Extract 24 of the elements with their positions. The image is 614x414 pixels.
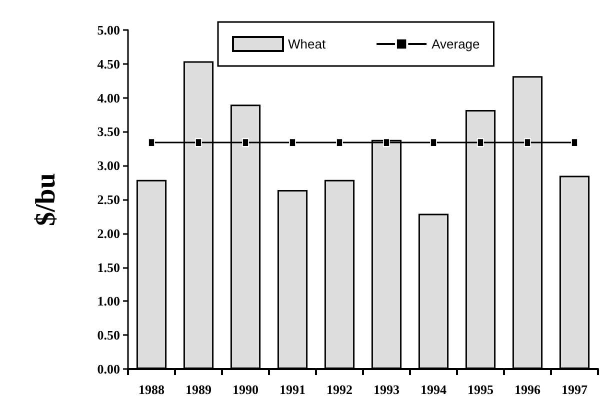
x-tick-label: 1992 xyxy=(326,382,352,397)
x-tick-label: 1991 xyxy=(280,382,306,397)
y-tick-label: 1.00 xyxy=(97,294,120,309)
y-tick-label: 0.00 xyxy=(97,362,120,376)
y-tick-label: 3.50 xyxy=(97,124,120,140)
x-tick-label: 1990 xyxy=(232,382,258,397)
x-tick-label: 1995 xyxy=(468,382,494,397)
y-tick-label: 0.50 xyxy=(97,328,120,343)
y-tick-label: 4.00 xyxy=(97,90,120,106)
y-tick-label: 3.00 xyxy=(97,158,120,174)
y-tick-label: 5.00 xyxy=(97,22,120,38)
y-axis-title: $/bu xyxy=(30,173,62,226)
x-tick-label: 1994 xyxy=(420,382,447,397)
x-tick-label: 1989 xyxy=(186,382,212,397)
x-tick-label: 1993 xyxy=(374,382,400,397)
y-tick-label: 4.50 xyxy=(97,56,120,72)
x-tick-label: 1997 xyxy=(562,382,588,397)
legend-label: Average xyxy=(432,36,480,52)
y-tick-label: 2.50 xyxy=(97,192,120,207)
y-tick-label: 1.50 xyxy=(97,260,120,275)
x-tick-label: 1996 xyxy=(514,382,541,397)
x-tick-label: 1988 xyxy=(138,382,165,397)
legend-label: Wheat xyxy=(288,36,326,52)
y-tick-label: 2.00 xyxy=(97,226,120,241)
